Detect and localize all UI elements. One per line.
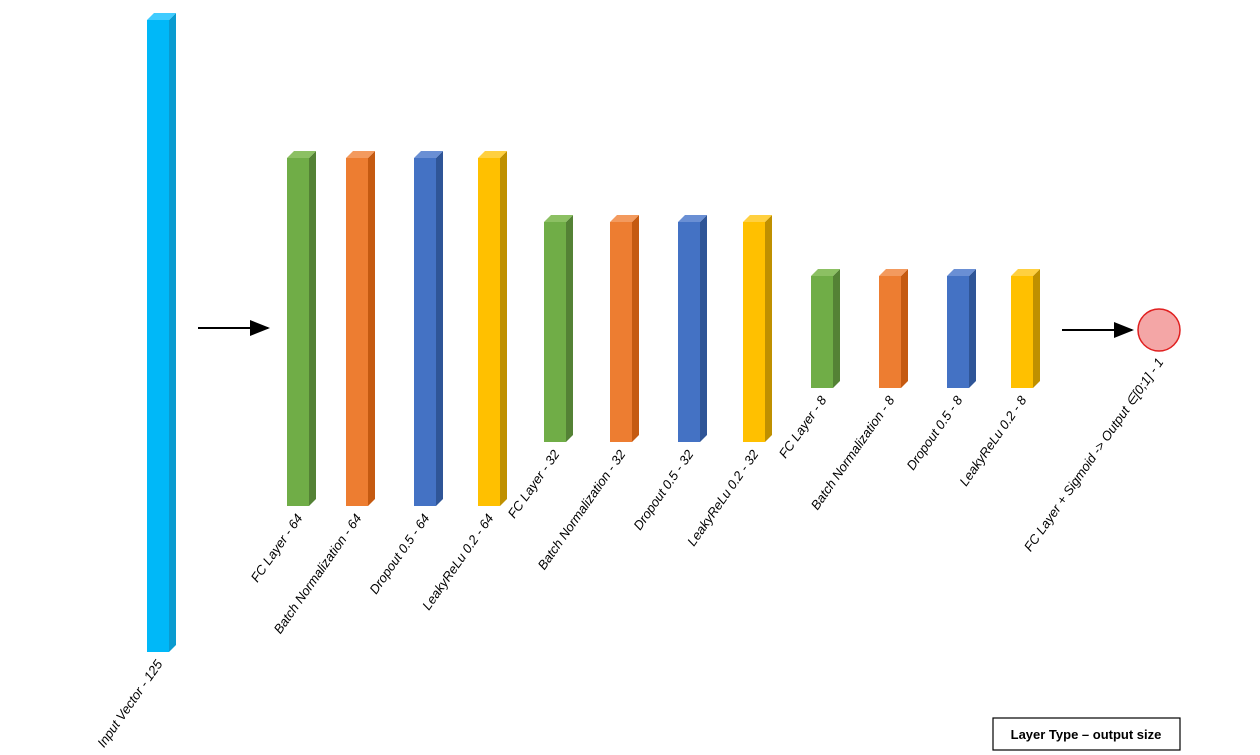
layer-top (610, 215, 639, 222)
layer-front (346, 158, 368, 506)
layer-front (544, 222, 566, 442)
layer-side (765, 215, 772, 442)
layer-top (879, 269, 908, 276)
layer-label: LeakyReLu 0.2 - 64 (419, 511, 496, 613)
layer-label: LeakyReLu 0.2 - 8 (956, 392, 1030, 488)
layer-label: Input Vector - 125 (94, 656, 166, 749)
layer-top (414, 151, 443, 158)
layer-side (700, 215, 707, 442)
output-node (1137, 308, 1181, 352)
layer-label: FC Layer - 32 (505, 446, 563, 520)
layer-front (811, 276, 833, 388)
layer-front (610, 222, 632, 442)
layer-side (169, 13, 176, 652)
layer-front (478, 158, 500, 506)
layer-side (566, 215, 573, 442)
layer-side (309, 151, 316, 506)
layer-front (743, 222, 765, 442)
layer-front (1011, 276, 1033, 388)
layer-top (287, 151, 316, 158)
layer-side (632, 215, 639, 442)
layer-top (478, 151, 507, 158)
layer-label: Dropout 0.5 - 64 (366, 511, 432, 597)
layer-top (346, 151, 375, 158)
layer-label: Dropout 0.5 - 8 (903, 392, 965, 472)
layer-front (879, 276, 901, 388)
layer-top (947, 269, 976, 276)
layer-top (147, 13, 176, 20)
layer-top (1011, 269, 1040, 276)
layer-label: Dropout 0.5 - 32 (630, 446, 697, 532)
layer-front (414, 158, 436, 506)
layer-side (1033, 269, 1040, 388)
layer-label: FC Layer - 64 (248, 511, 306, 585)
legend-box (992, 717, 1181, 751)
layer-label: LeakyReLu 0.2 - 32 (684, 446, 762, 548)
layer-side (436, 151, 443, 506)
layer-side (969, 269, 976, 388)
layer-side (901, 269, 908, 388)
layer-front (287, 158, 309, 506)
layer-top (678, 215, 707, 222)
layer-top (811, 269, 840, 276)
legend-text: Layer Type – output size (1011, 727, 1162, 742)
layer-front (147, 20, 169, 652)
layer-side (500, 151, 507, 506)
output-label: FC Layer + Sigmoid -> Output ∈[0;1] - 1 (1021, 355, 1167, 554)
layer-side (368, 151, 375, 506)
layer-top (743, 215, 772, 222)
layer-front (947, 276, 969, 388)
layer-front (678, 222, 700, 442)
layer-top (544, 215, 573, 222)
layer-label: FC Layer - 8 (776, 392, 830, 460)
layer-side (833, 269, 840, 388)
